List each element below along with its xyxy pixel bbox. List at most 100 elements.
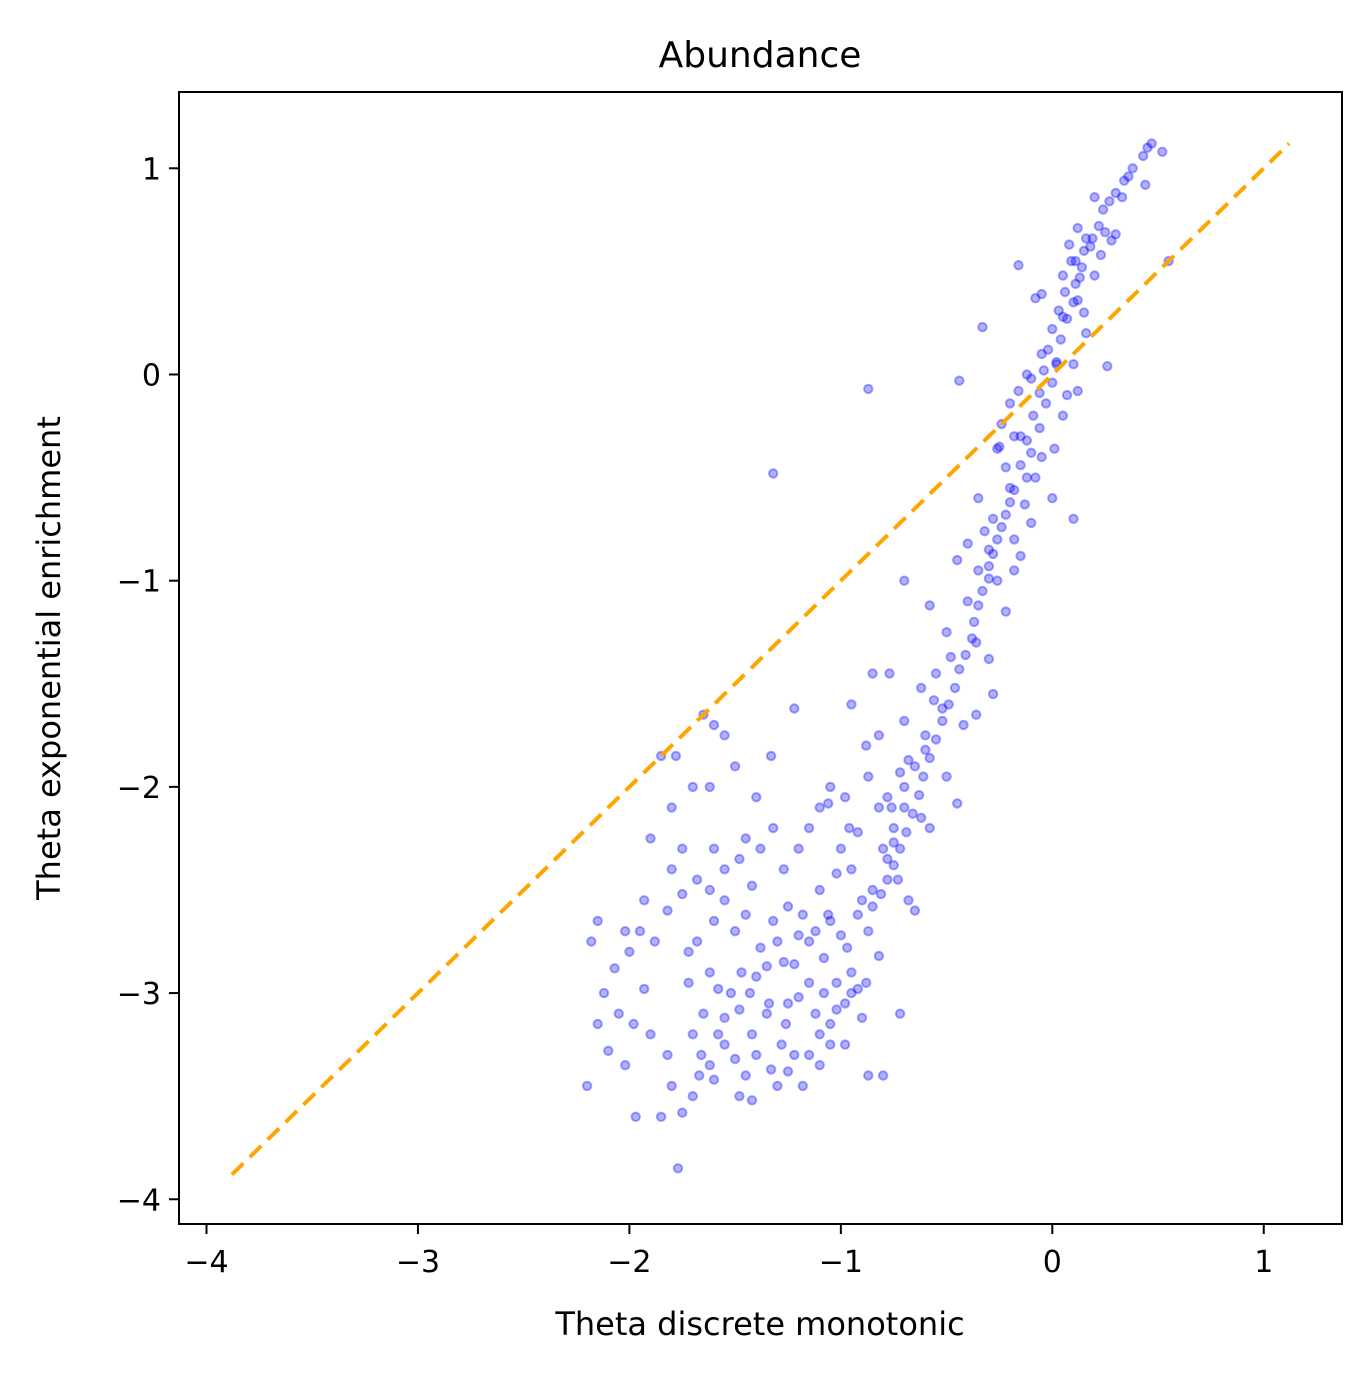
data-point [613,1008,624,1019]
data-point [983,544,995,555]
data-point [789,703,800,714]
data-point [639,895,650,906]
data-point [968,616,980,628]
data-point [677,888,688,900]
data-point [892,874,904,885]
data-point [683,977,694,988]
data-point [924,822,935,834]
data-point [882,853,893,865]
data-point [977,585,988,597]
data-point [719,730,730,741]
data-point [943,699,954,710]
data-point [1026,373,1037,384]
data-point [761,1008,772,1019]
data-point [691,936,703,947]
data-point [803,936,815,947]
chart-title: Abundance [659,35,862,76]
data-point [782,901,794,912]
data-point [1095,249,1107,261]
data-point [1068,359,1079,370]
data-point [634,926,646,937]
data-point [793,930,804,941]
data-point [719,864,730,875]
data-point [971,637,982,648]
data-point [884,668,895,679]
y-tick-label: 0 [142,358,161,393]
data-point [797,909,808,920]
data-point [1068,297,1079,308]
data-point [789,959,800,970]
data-point [1021,435,1033,446]
data-point [719,895,730,906]
data-point [744,987,756,999]
data-point [873,802,885,813]
data-point [899,781,910,793]
y-axis-ticks: 1 0 −1 −2 −3 −4 [117,152,179,1218]
data-point [863,1070,874,1081]
data-point [825,915,836,927]
data-point [736,967,747,978]
data-points [581,138,1174,1174]
data-point [729,1053,741,1065]
data-point [937,703,948,714]
data-point [1057,410,1069,421]
data-point [903,895,914,906]
data-point [708,719,720,731]
data-point [913,789,925,801]
data-point [1051,356,1062,368]
data-point [924,752,935,764]
data-point [846,699,857,710]
data-point [987,513,999,524]
x-axis-label: Theta discrete monotonic [554,1305,964,1343]
data-point [852,983,863,995]
data-point [825,781,836,793]
data-point [873,950,885,962]
data-point [856,895,868,906]
data-point [1021,369,1033,380]
x-tick-label: 1 [1254,1245,1273,1280]
data-point [1080,328,1092,339]
data-point [586,936,597,947]
data-point [677,1107,688,1118]
data-point [920,730,931,741]
data-point [704,967,715,978]
data-point [952,554,963,566]
data-point [1142,142,1153,153]
data-point [670,750,682,762]
data-point [793,992,804,1003]
data-point [696,1049,707,1061]
data-point [814,1060,825,1071]
y-axis-label: Theta exponential enrichment [30,416,68,901]
data-point [810,1008,821,1019]
data-point [1061,313,1073,324]
data-point [1030,293,1041,304]
data-point [983,653,995,665]
data-point [810,926,821,937]
data-point [962,538,973,549]
data-point [899,802,910,813]
data-point [765,750,777,762]
data-point [814,802,825,813]
data-point [1034,387,1045,399]
data-point [1026,517,1037,529]
data-point [888,822,899,834]
data-point [782,1066,794,1077]
data-point [746,1029,758,1040]
data-point [1138,150,1149,162]
data-point [683,946,694,957]
data-point [1009,534,1020,545]
data-point [592,1018,603,1030]
data-point [823,798,834,809]
data-point [1106,235,1117,246]
data-point [994,441,1005,452]
data-point [1072,222,1083,234]
data-point [1097,204,1109,215]
data-point [1059,286,1071,298]
data-point [979,526,990,537]
data-point [924,600,935,611]
data-point [761,961,772,972]
data-point [666,1080,677,1092]
data-point [778,864,789,875]
data-point [1047,377,1058,388]
data-point [1036,451,1047,463]
